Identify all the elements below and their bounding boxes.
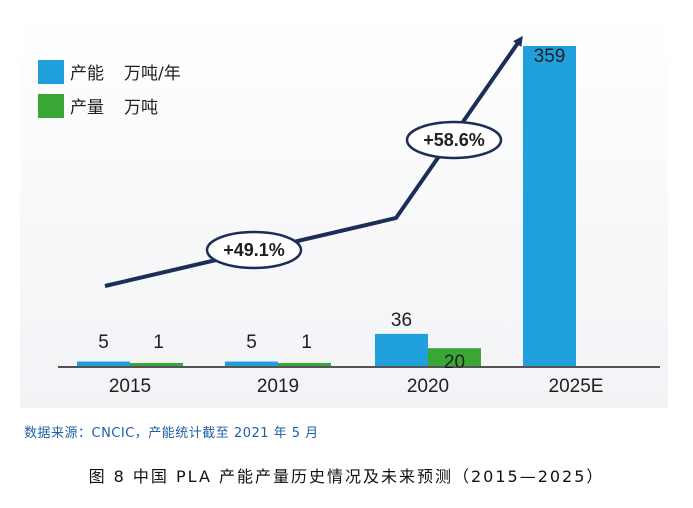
- legend: 产能 万吨/年产量 万吨: [38, 60, 181, 118]
- growth-annotation-ellipse-0: [205, 230, 303, 270]
- bar-value-label-产量-2015: 1: [153, 332, 164, 353]
- legend-swatch-0: [38, 60, 64, 84]
- growth-trend-arrow: [104, 35, 523, 288]
- x-tick-label-2025E: 2025E: [549, 376, 604, 397]
- bar-产量-2015: [130, 363, 183, 366]
- growth-trend: +49.1% +58.6%: [104, 35, 523, 288]
- bar-value-label-产能-2019: 5: [246, 332, 257, 353]
- x-tick-label-2020: 2020: [407, 376, 449, 397]
- bar-产量-2019: [278, 363, 331, 366]
- chart-panel: 产能 万吨/年 产量 万吨 5 1 5 1 36 20 359 2015 2019 2020 2025E…: [20, 8, 668, 408]
- growth-annotation-ellipse-1: [405, 120, 503, 160]
- x-tick-label-2015: 2015: [109, 376, 151, 397]
- bar-labels: 5 1 5 1 36 20 359: [98, 46, 565, 373]
- bar-value-label-产量-2019: 1: [301, 332, 312, 353]
- source-note: 数据来源：CNCIC，产能统计截至 2021 年 5 月: [24, 426, 319, 441]
- bar-产能-2025E: [523, 46, 576, 366]
- bar-value-label-产量-2020: 20: [444, 352, 465, 373]
- growth-annotation-label-1: +58.6%: [423, 130, 485, 150]
- bar-value-label-产能-2015: 5: [98, 332, 109, 353]
- legend-swatch-1: [38, 94, 64, 118]
- bar-产量-2020: [428, 348, 481, 366]
- legend-series-unit-0: 万吨/年: [124, 64, 181, 84]
- bars: [77, 46, 576, 366]
- x-tick-label-2019: 2019: [257, 376, 299, 397]
- figure-caption: 图 8 中国 PLA 产能产量历史情况及未来预测（2015—2025）: [88, 467, 605, 486]
- legend-series-name-0: 产能: [70, 64, 104, 84]
- chart-svg: 产能 万吨/年产量 万吨 5 1 5 1 36 20 359 2015 2019 2020 2025E…: [38, 35, 660, 397]
- bar-产能-2019: [225, 361, 278, 366]
- legend-series-name-1: 产量: [70, 98, 104, 118]
- bar-产能-2015: [77, 361, 130, 366]
- x-tick-labels: 2015 2019 2020 2025E: [109, 376, 604, 397]
- legend-series-unit-1: 万吨: [124, 98, 158, 118]
- bar-产能-2020: [375, 333, 428, 366]
- bar-value-label-产能-2025E: 359: [534, 46, 566, 67]
- bar-value-label-产能-2020: 36: [391, 310, 412, 331]
- growth-annotation-label-0: +49.1%: [223, 240, 285, 260]
